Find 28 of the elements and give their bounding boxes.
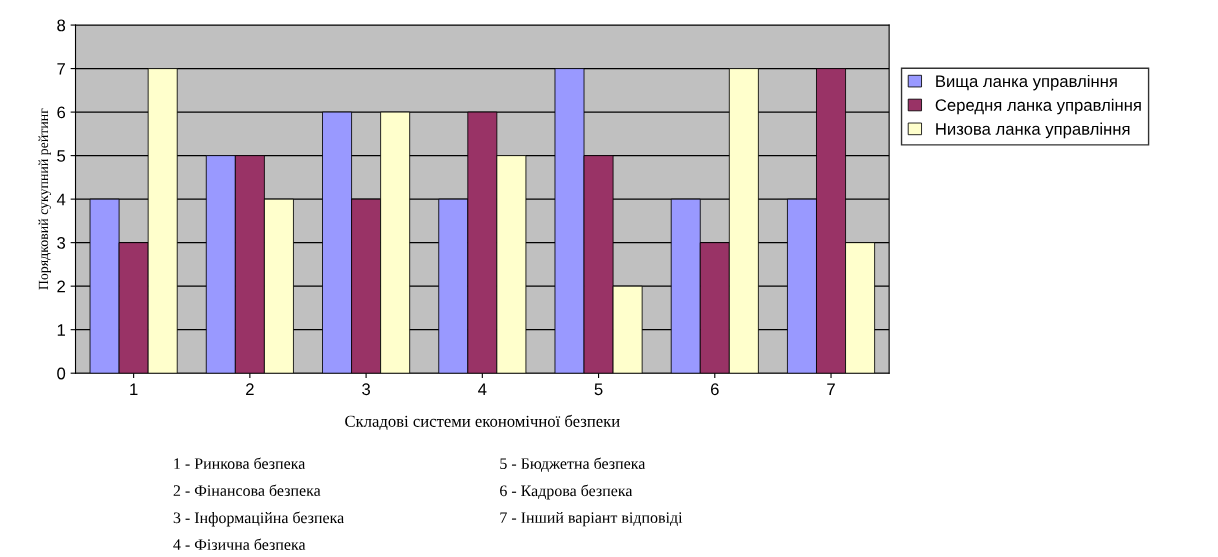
x-axis-title: Складові системи економічної безпеки: [345, 414, 620, 430]
y-tick-label: 7: [57, 63, 65, 75]
text: 7 - Інший варіант відповіді: [500, 511, 683, 527]
y-tick-label: 4: [56, 193, 66, 206]
legend-label: Низова ланка управління: [936, 122, 1130, 139]
text: 1 - Ринкова безпека: [174, 457, 306, 469]
y-tick-label: 6: [57, 106, 66, 119]
text: 5 - Бюджетна безпека: [500, 457, 646, 472]
y-tick-label: 3: [57, 237, 66, 249]
x-tick-label: 4: [478, 383, 487, 395]
legend-label: Середня ланка управління: [935, 98, 1141, 115]
legend-label: Вища ланка управління: [936, 74, 1117, 91]
text: 4 - Фізична безпека: [173, 538, 306, 550]
text: 6 - Кадрова безпека: [500, 484, 633, 500]
x-tick-label: 2: [246, 383, 254, 395]
x-tick-label: 1: [130, 383, 138, 395]
y-tick-label: 0: [57, 367, 66, 380]
y-tick-label: 2: [57, 280, 65, 293]
x-tick-label: 3: [362, 383, 370, 396]
y-tick-label: 5: [57, 150, 66, 162]
text: 3 - Інформаційна безпека: [173, 511, 344, 527]
y-axis-title: Порядковий сукупний рейтинг: [38, 108, 51, 290]
y-tick-label: 8: [57, 19, 66, 32]
x-tick-label: 6: [711, 383, 719, 396]
x-tick-label: 5: [594, 383, 603, 396]
y-tick-label: 1: [57, 324, 65, 336]
text: 2 - Фінансова безпека: [173, 484, 321, 496]
x-tick-label: 7: [827, 383, 835, 395]
